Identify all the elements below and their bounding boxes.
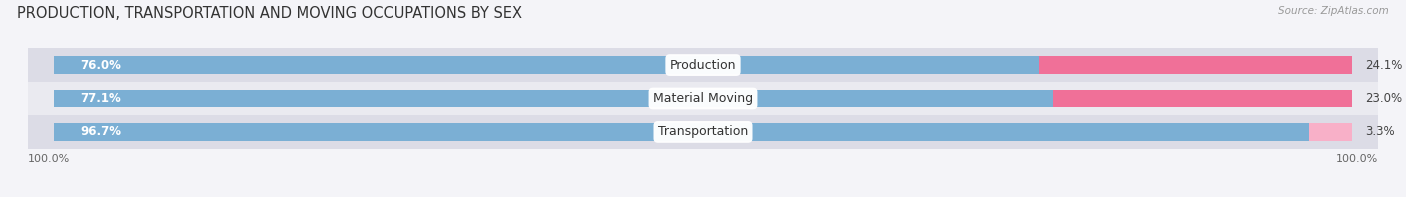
- Text: 23.0%: 23.0%: [1365, 92, 1402, 105]
- Text: Source: ZipAtlas.com: Source: ZipAtlas.com: [1278, 6, 1389, 16]
- Bar: [1053, 90, 1353, 107]
- Text: 100.0%: 100.0%: [28, 154, 70, 164]
- Bar: [1039, 56, 1353, 74]
- Text: 76.0%: 76.0%: [80, 59, 121, 72]
- Text: 96.7%: 96.7%: [80, 125, 121, 138]
- Bar: [28, 82, 1378, 115]
- Text: 3.3%: 3.3%: [1365, 125, 1395, 138]
- Bar: [1309, 123, 1353, 141]
- Bar: [28, 48, 1378, 82]
- Text: 100.0%: 100.0%: [1336, 154, 1378, 164]
- Bar: [53, 56, 1040, 74]
- Text: Production: Production: [669, 59, 737, 72]
- Bar: [53, 90, 1054, 107]
- Text: 77.1%: 77.1%: [80, 92, 121, 105]
- Text: PRODUCTION, TRANSPORTATION AND MOVING OCCUPATIONS BY SEX: PRODUCTION, TRANSPORTATION AND MOVING OC…: [17, 6, 522, 21]
- Bar: [28, 115, 1378, 149]
- Text: Transportation: Transportation: [658, 125, 748, 138]
- Text: Material Moving: Material Moving: [652, 92, 754, 105]
- Text: 24.1%: 24.1%: [1365, 59, 1402, 72]
- Bar: [53, 123, 1309, 141]
